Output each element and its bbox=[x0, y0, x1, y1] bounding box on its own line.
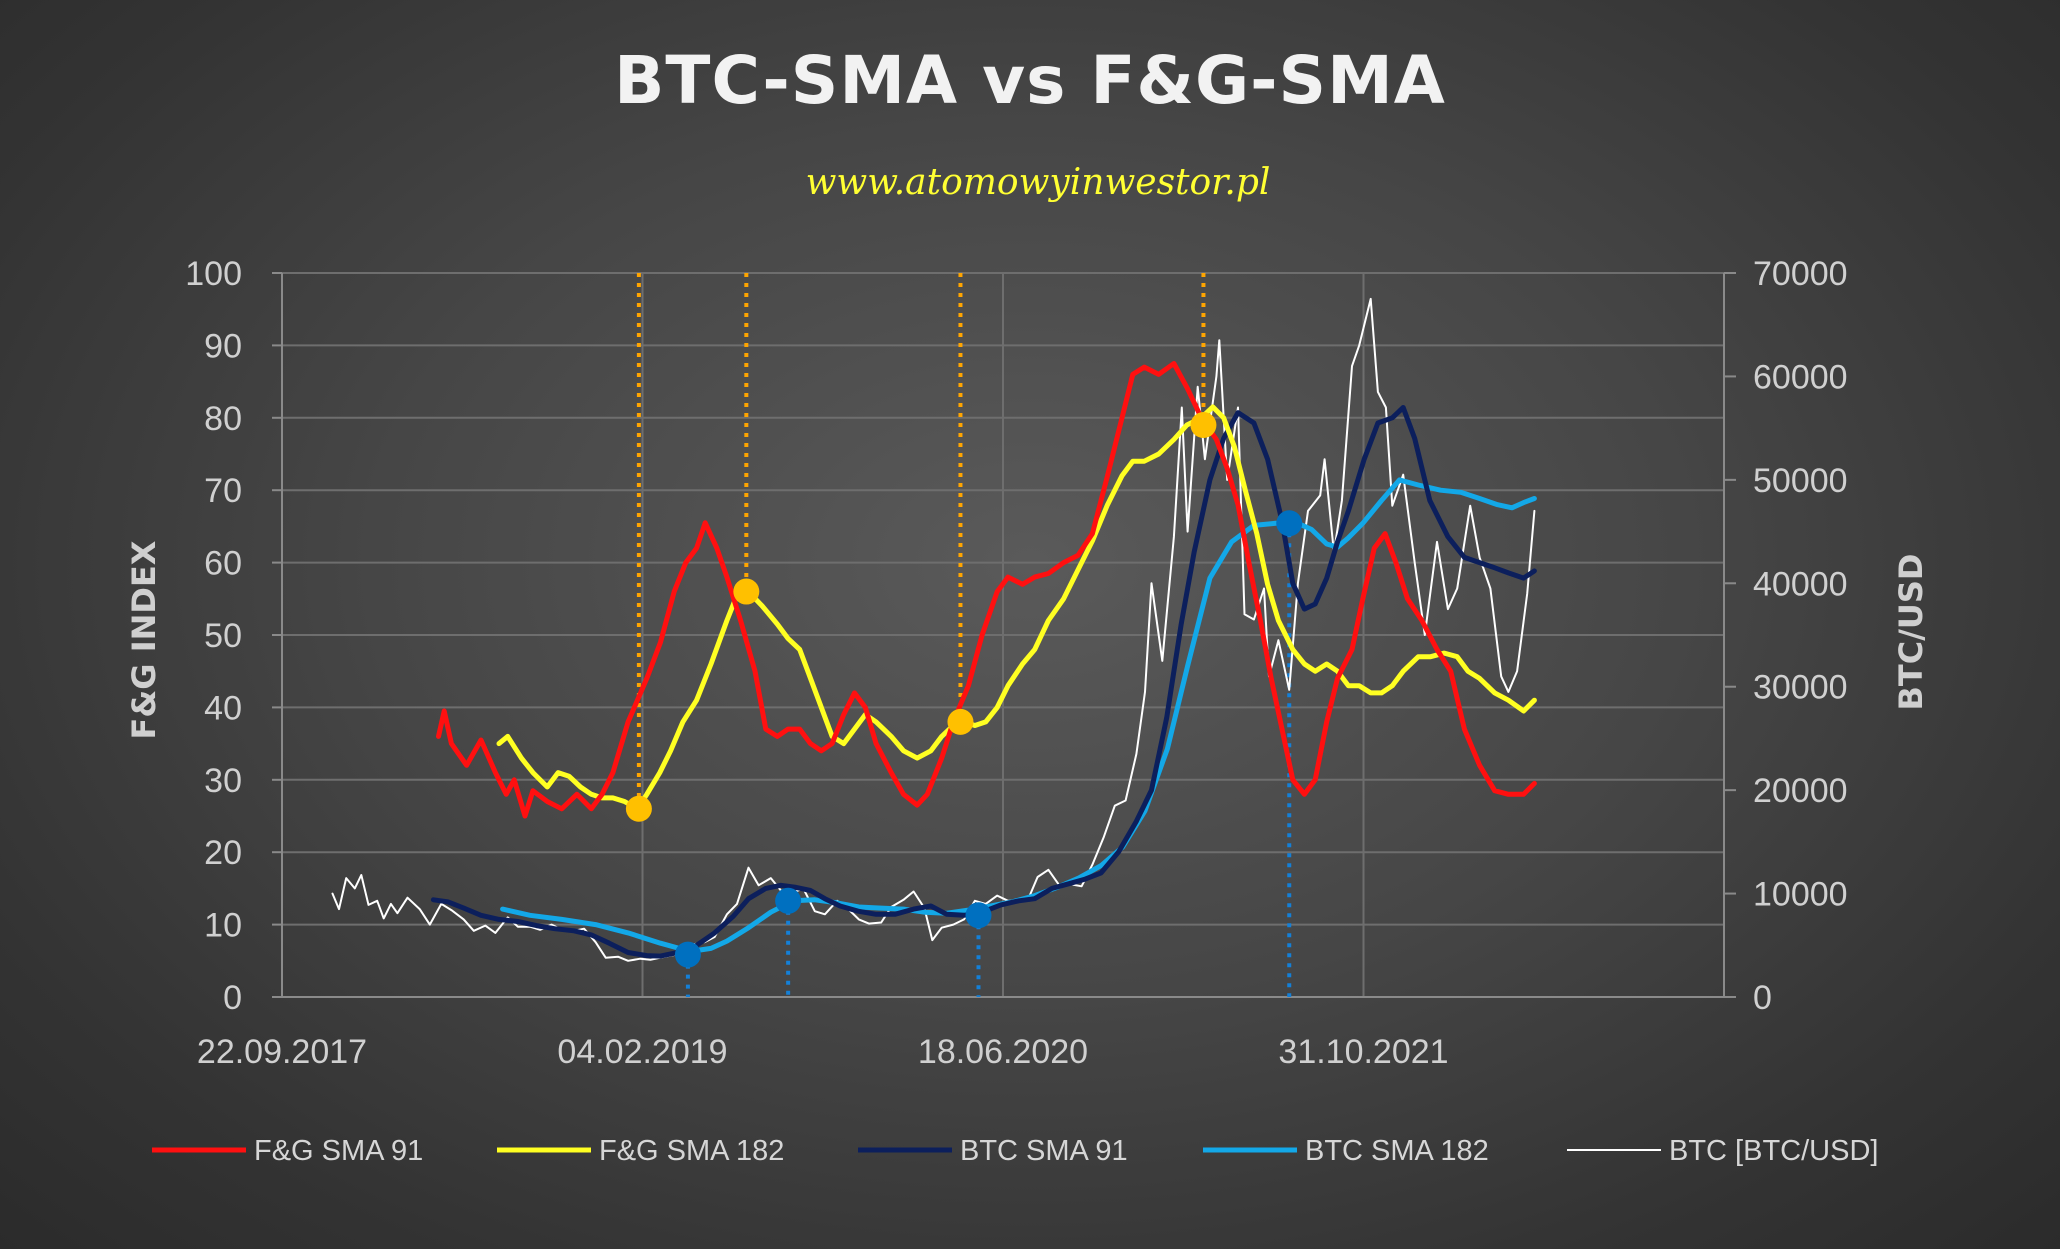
legend: F&G SMA 91 F&G SMA 182 BTC SMA 91 BTC SMA 1… bbox=[152, 1135, 1878, 1167]
y-axis-left-label: F&G INDEX bbox=[125, 540, 163, 739]
y-axis-right-label: BTC/USD bbox=[1892, 554, 1930, 711]
btc-crossover-point bbox=[1276, 510, 1303, 537]
y-tick-right: 60000 bbox=[1753, 358, 1848, 396]
series-line-btc-sma182 bbox=[500, 477, 1537, 953]
series-line-fg-sma182 bbox=[496, 404, 1537, 812]
y-tick-right: 50000 bbox=[1753, 462, 1848, 500]
y-tick-left: 90 bbox=[204, 327, 242, 365]
y-tick-right: 30000 bbox=[1753, 669, 1848, 707]
y-tick-left: 50 bbox=[204, 617, 242, 655]
series-lines bbox=[331, 297, 1537, 962]
y-tick-left: 60 bbox=[204, 545, 242, 583]
series-line-fg-sma91 bbox=[436, 361, 1537, 819]
y-tick-left: 70 bbox=[204, 472, 242, 510]
crossover-markers bbox=[625, 412, 1303, 968]
chart-title: BTC-SMA vs F&G-SMA bbox=[614, 42, 1446, 119]
fg-crossover-point bbox=[1190, 412, 1217, 439]
y-tick-left: 100 bbox=[185, 255, 242, 293]
x-tick: 18.06.2020 bbox=[918, 1033, 1088, 1071]
y-tick-left: 20 bbox=[204, 834, 242, 872]
x-tick: 31.10.2021 bbox=[1278, 1033, 1448, 1071]
legend-label: BTC SMA 182 bbox=[1305, 1135, 1489, 1167]
legend-label: BTC SMA 91 bbox=[960, 1135, 1128, 1167]
y-tick-left: 30 bbox=[204, 762, 242, 800]
gridlines bbox=[282, 272, 1724, 997]
y-tick-right: 10000 bbox=[1753, 876, 1848, 914]
btc-crossover-point bbox=[965, 902, 992, 929]
legend-label: F&G SMA 91 bbox=[254, 1135, 423, 1167]
chart-subtitle: www.atomowyinwestor.pl bbox=[806, 162, 1271, 203]
btc-crossover-point bbox=[674, 941, 701, 968]
legend-label: F&G SMA 182 bbox=[599, 1135, 784, 1167]
series-line-btc-sma91 bbox=[430, 405, 1537, 959]
crossover-droplines bbox=[636, 273, 1292, 997]
x-tick: 22.09.2017 bbox=[197, 1033, 367, 1071]
y-tick-left: 80 bbox=[204, 400, 242, 438]
fg-crossover-point bbox=[947, 708, 974, 735]
axes bbox=[272, 272, 1736, 998]
series-line-btc bbox=[331, 297, 1536, 962]
y-tick-left: 0 bbox=[223, 979, 242, 1017]
y-tick-right: 20000 bbox=[1753, 772, 1848, 810]
y-tick-left: 40 bbox=[204, 689, 242, 727]
btc-crossover-point bbox=[775, 887, 802, 914]
y-tick-right: 40000 bbox=[1753, 565, 1848, 603]
y-tick-left: 10 bbox=[204, 907, 242, 945]
y-tick-right: 0 bbox=[1753, 979, 1772, 1017]
fg-crossover-point bbox=[733, 578, 760, 605]
fg-crossover-point bbox=[625, 795, 652, 822]
legend-label: BTC [BTC/USD] bbox=[1669, 1135, 1878, 1167]
y-tick-right: 70000 bbox=[1753, 255, 1848, 293]
x-tick: 04.02.2019 bbox=[557, 1033, 727, 1071]
tick-labels: 0 10 20 30 40 50 60 70 80 90 100 0 10000 20000 30000 40… bbox=[185, 255, 1847, 1071]
